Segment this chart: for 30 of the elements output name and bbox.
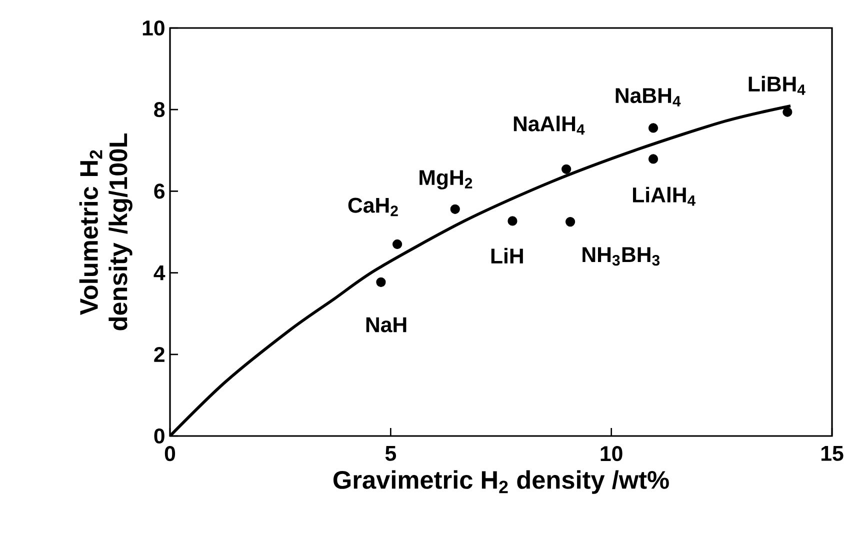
y-tick-label: 8 (154, 102, 165, 118)
y-tick-label: 4 (154, 265, 166, 280)
x-tick-label: 10 (600, 446, 622, 462)
annotation: LiBH$_{4}$ (748, 76, 806, 95)
annotation: NaAlH$_{4}$ (514, 116, 585, 135)
point (648, 154, 658, 164)
y-tick-label: 2 (154, 346, 164, 362)
x-tick-label: 15 (821, 446, 844, 461)
y-tick-label: 0 (154, 428, 164, 444)
x-tick-label: 0 (164, 446, 176, 462)
annotation: MgH$_{2}$ (420, 170, 472, 190)
annotation: LiH (491, 248, 523, 264)
annotation: NH$_{3}$BH$_{3}$ (582, 247, 660, 266)
point (376, 277, 386, 287)
point (508, 216, 518, 226)
annotation: LiAlH$_{4}$ (633, 186, 696, 206)
annotation: CaH$_{2}$ (348, 198, 398, 216)
annotation: NaBH$_{4}$ (616, 88, 681, 106)
point (565, 216, 576, 227)
point (648, 123, 658, 133)
x-tick-label: 5 (385, 446, 396, 461)
y-tick-label: 6 (154, 184, 165, 199)
y-axis-title: Volumetric H$_{2}$ density /kg/100L (79, 134, 132, 330)
y-tick-label: 10 (142, 20, 164, 36)
point (562, 164, 572, 174)
point (782, 107, 792, 117)
point (450, 204, 460, 214)
annotation: NaH (366, 317, 406, 332)
point (392, 239, 402, 250)
x-axis-title: Gravimetric H$_{2}$ density /wt% (333, 470, 669, 494)
